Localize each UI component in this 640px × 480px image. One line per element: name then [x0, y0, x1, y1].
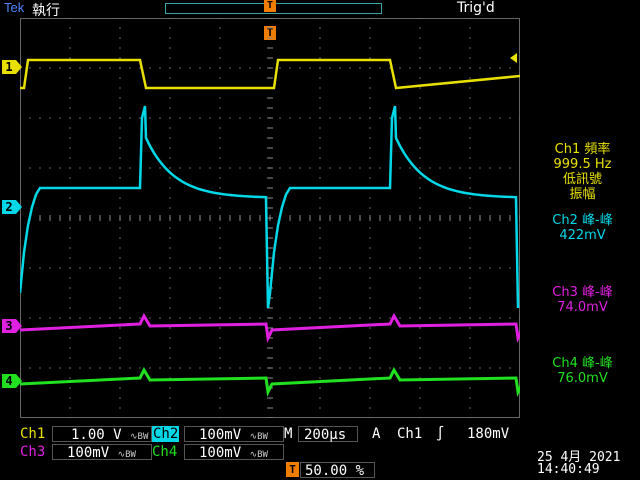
trigger-mode[interactable]: A [372, 426, 381, 442]
trigger-time-marker[interactable]: T [264, 26, 276, 40]
trigger-position-marker[interactable]: T [264, 0, 276, 12]
acquisition-mode[interactable]: 執行 [32, 3, 60, 19]
trigger-slope-icon[interactable]: ∫ [436, 426, 445, 442]
bandwidth-limit-icon: ∿BW [130, 432, 149, 442]
trigger-level[interactable]: 180mV [467, 426, 510, 442]
ch3-scale[interactable]: 100mV ∿BW [52, 444, 152, 461]
ch3-measurement-title: Ch3 峰-峰 [552, 285, 613, 300]
bandwidth-limit-icon: ∿BW [117, 450, 136, 460]
ch1-waveform [20, 58, 520, 90]
ch1-marker[interactable]: 1 [2, 60, 22, 74]
ch2-scale[interactable]: 100mV ∿BW [184, 426, 284, 443]
brand-logo: Tek [4, 0, 25, 15]
ch1-label[interactable]: Ch1 [20, 426, 46, 442]
ch2-waveform [20, 105, 520, 309]
ch2-measurement: Ch2 峰-峰 422mV [525, 213, 640, 243]
ch4-measurement-title: Ch4 峰-峰 [552, 356, 613, 371]
ch4-scale[interactable]: 100mV ∿BW [184, 444, 284, 461]
ch4-measurement: Ch4 峰-峰 76.0mV [525, 356, 640, 386]
trigger-status: Trig'd [457, 0, 495, 16]
waveform-display[interactable] [20, 18, 520, 418]
trigger-position-icon: T [286, 462, 299, 477]
ch2-label[interactable]: Ch2 [152, 426, 180, 442]
ch1-measurement-title: Ch1 頻率 [554, 142, 611, 157]
trigger-source[interactable]: Ch1 [397, 426, 423, 442]
ch3-waveform [20, 312, 520, 343]
ch3-label[interactable]: Ch3 [20, 444, 46, 460]
timebase-label: M [284, 426, 293, 442]
graticule-grid [20, 18, 520, 418]
ch4-marker[interactable]: 4 [2, 374, 22, 388]
trigger-position[interactable]: 50.00 % [300, 462, 375, 479]
ch2-measurement-value: 422mV [559, 228, 606, 243]
ch4-label[interactable]: Ch4 [152, 444, 178, 460]
ch3-marker[interactable]: 3 [2, 319, 22, 333]
ch3-measurement: Ch3 峰-峰 74.0mV [525, 285, 640, 315]
date-display: 25 4月 2021 [537, 450, 621, 465]
ch2-measurement-title: Ch2 峰-峰 [552, 213, 613, 228]
time-display: 14:40:49 [537, 462, 600, 477]
ch1-measurement-value: 999.5 Hz [553, 157, 612, 172]
bandwidth-limit-icon: ∿BW [249, 432, 268, 442]
ch4-waveform [20, 366, 520, 397]
ch1-measurement-note: 低訊號 [562, 172, 602, 187]
ch1-measurement: Ch1 頻率 999.5 Hz 低訊號 振幅 [525, 142, 640, 202]
timebase-scale[interactable]: 200µs [298, 426, 358, 443]
bandwidth-limit-icon: ∿BW [249, 450, 268, 460]
ch1-measurement-note: 振幅 [569, 187, 596, 202]
ch4-measurement-value: 76.0mV [557, 371, 608, 386]
status-bar: Tek 執行 T Trig'd [0, 0, 640, 19]
ch1-scale[interactable]: 1.00 V ∿BW [52, 426, 152, 443]
ch2-marker[interactable]: 2 [2, 200, 22, 214]
ch3-measurement-value: 74.0mV [557, 300, 608, 315]
trigger-level-marker[interactable] [510, 53, 517, 63]
